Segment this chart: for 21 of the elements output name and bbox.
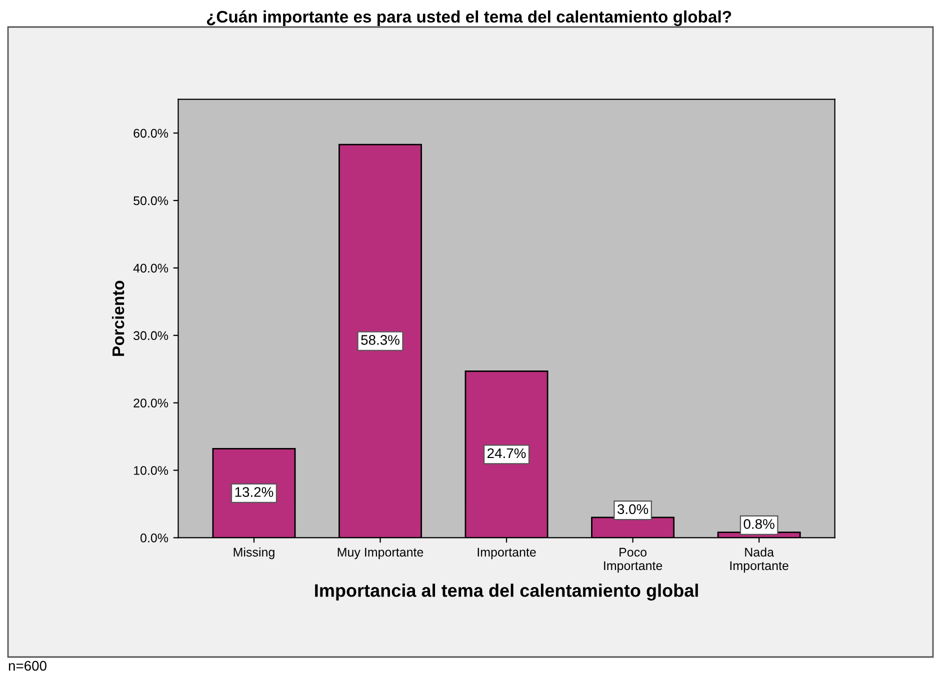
y-tick-label: 30.0% [134,331,168,340]
y-tick-label: 20.0% [134,398,168,408]
data-label: 58.3% [361,335,400,345]
x-tick-label: Poco Importante [604,548,662,573]
data-label: 24.7% [488,448,526,458]
data-label: 13.2% [235,487,274,497]
y-tick-label: 50.0% [134,196,168,206]
chart-title: ¿Cuán importante es para usted el tema del calentamiento global? [206,10,732,26]
y-axis-title: Porciento [112,280,124,356]
data-label: 3.0% [617,504,648,514]
data-label: 0.8% [744,519,774,529]
x-tick-label: Importante [478,548,536,560]
y-tick-label: 10.0% [134,466,168,475]
y-tick-label: 0.0% [140,534,168,542]
y-tick-label: 40.0% [133,264,168,273]
x-tick-label: Missing [234,547,274,560]
x-axis-title: Importancia al tema del calentamiento global [315,584,698,601]
x-tick-label: Muy Importante [338,548,424,560]
y-tick-label: 60.0% [134,128,168,138]
text: n=600 [8,660,46,671]
x-tick-label: Nada Importante [730,547,788,573]
